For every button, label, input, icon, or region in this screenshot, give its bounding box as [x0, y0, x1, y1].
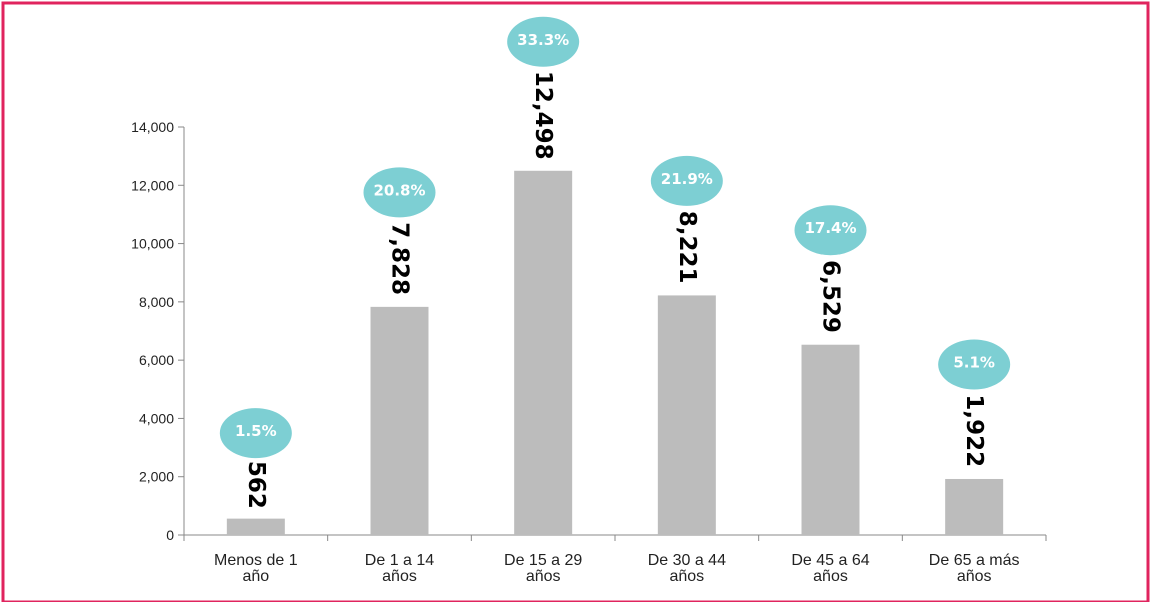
- x-tick-label-line: año: [242, 568, 269, 585]
- y-tick-label: 10,000: [131, 236, 174, 252]
- x-tick-label: De 30 a 44 años: [648, 552, 726, 585]
- x-tick-label-line: De 1 a 14: [365, 552, 434, 569]
- bar: [226, 518, 285, 535]
- value-label: 1,922: [961, 394, 987, 467]
- x-tick-label-line: De 65 a más: [929, 552, 1020, 569]
- y-tick-label: 2,000: [139, 469, 174, 485]
- percent-label: 21.9%: [661, 170, 713, 188]
- x-tick-label-line: años: [813, 568, 848, 585]
- percent-bubble: [938, 339, 1011, 390]
- value-label: 12,498: [530, 71, 556, 160]
- x-tick-label-line: De 15 a 29: [504, 552, 582, 569]
- value-label: 8,221: [674, 211, 700, 284]
- bar: [514, 170, 573, 535]
- y-tick-label: 0: [166, 527, 174, 543]
- x-tick-label-line: años: [957, 568, 992, 585]
- y-tick-label: 4,000: [139, 410, 174, 426]
- y-tick-label: 8,000: [139, 294, 174, 310]
- y-tick-label: 6,000: [139, 352, 174, 368]
- bar-series: [226, 170, 1004, 535]
- x-tick-label-line: De 45 a 64: [791, 552, 869, 569]
- x-tick-label: De 15 a 29 años: [504, 552, 582, 585]
- x-tick-label: De 1 a 14 años: [365, 552, 434, 585]
- percent-label: 33.3%: [517, 31, 569, 49]
- x-tick-label-line: Menos de 1: [214, 552, 298, 569]
- value-label: 7,828: [387, 222, 413, 295]
- x-tick-label-line: De 30 a 44: [648, 552, 726, 569]
- x-tick-label: De 65 a más años: [929, 552, 1020, 585]
- percent-label: 17.4%: [804, 219, 856, 237]
- bar: [945, 478, 1004, 535]
- percent-label: 20.8%: [373, 181, 425, 199]
- percent-bubble: [507, 16, 580, 67]
- bar: [370, 306, 429, 535]
- value-label: 562: [243, 461, 269, 509]
- x-tick-label-line: años: [526, 568, 561, 585]
- x-tick-label-line: años: [669, 568, 704, 585]
- y-tick-label: 12,000: [131, 177, 174, 193]
- bar-chart-plot: 02,0004,0006,0008,00010,00012,00014,000 …: [131, 16, 1047, 585]
- y-axis-ticks: 0 2,000 4,000 6,000 8,000 10,000 12,000 14,000: [131, 119, 184, 543]
- percent-bubble: [363, 167, 436, 218]
- percent-bubble: [650, 155, 723, 206]
- percent-label: 1.5%: [235, 422, 277, 440]
- bar: [657, 295, 716, 535]
- data-labels: 562 1.5% 7,828 20.8% 12,498 33.3% 8,221 21.9% 6,…: [219, 16, 1011, 509]
- y-tick-label: 14,000: [131, 119, 174, 135]
- x-tick-label: De 45 a 64 años: [791, 552, 869, 585]
- percent-bubble: [794, 205, 867, 256]
- value-label: 6,529: [818, 260, 844, 333]
- percent-label: 5.1%: [953, 353, 995, 371]
- percent-bubble: [219, 408, 292, 459]
- bar: [801, 344, 860, 535]
- x-tick-label-line: años: [382, 568, 417, 585]
- x-tick-label: Menos de 1 año: [214, 552, 298, 585]
